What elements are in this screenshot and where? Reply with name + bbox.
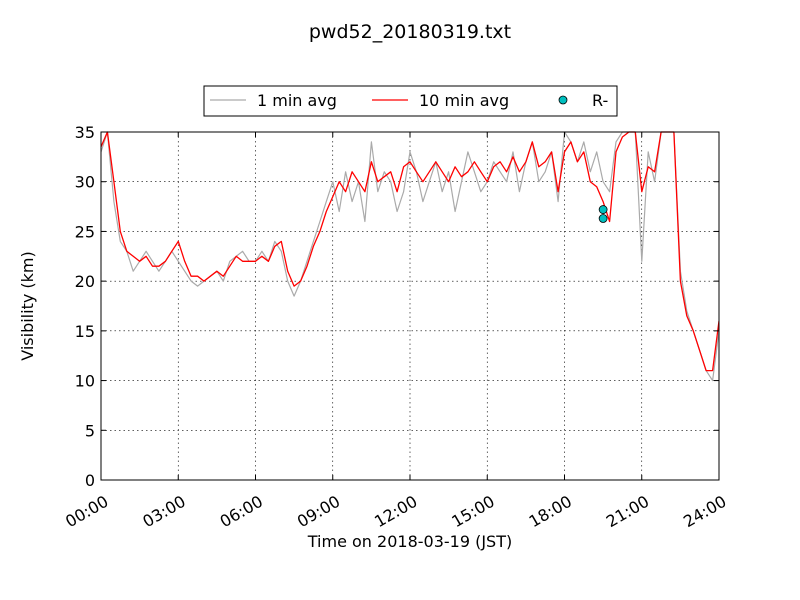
grid-lines xyxy=(100,131,720,481)
y-tick-label: 10 xyxy=(75,372,95,391)
chart-title: pwd52_20180319.txt xyxy=(309,21,511,43)
y-axis-label: Visibility (km) xyxy=(18,251,37,360)
y-tick-label: 15 xyxy=(75,322,95,341)
series-line-10-min-avg xyxy=(101,131,719,372)
legend: 1 min avg 10 min avg R- xyxy=(203,85,618,117)
x-tick-label: 06:00 xyxy=(217,492,266,532)
plot-area xyxy=(101,131,719,382)
x-tick-label: 21:00 xyxy=(603,492,652,532)
y-tick-label: 35 xyxy=(75,123,95,142)
y-tick-label: 30 xyxy=(75,173,95,192)
marker-r xyxy=(598,214,608,223)
x-tick-label: 24:00 xyxy=(680,492,729,532)
y-tick-label: 0 xyxy=(85,471,95,490)
legend-label-10-min-avg: 10 min avg xyxy=(419,91,509,110)
y-tick-label: 25 xyxy=(75,222,95,241)
x-tick-label: 09:00 xyxy=(294,492,343,532)
y-tick-label: 5 xyxy=(85,421,95,440)
series-group xyxy=(101,131,719,382)
legend-swatch-r xyxy=(558,95,568,105)
x-tick-label: 12:00 xyxy=(371,492,420,532)
x-tick-label: 03:00 xyxy=(139,492,188,532)
legend-label-r: R- xyxy=(592,91,608,110)
axes-frame xyxy=(100,131,720,481)
marker-r xyxy=(598,205,608,214)
x-tick-label: 15:00 xyxy=(448,492,497,532)
legend-label-1-min-avg: 1 min avg xyxy=(257,91,337,110)
x-tick-label: 00:00 xyxy=(62,492,111,532)
y-tick-label: 20 xyxy=(75,272,95,291)
axis-ticks: 00:00 03:00 06:00 09:00 12:00 15:00 18:00 21:00… xyxy=(62,123,729,531)
x-axis-label: Time on 2018-03-19 (JST) xyxy=(307,532,512,551)
x-tick-label: 18:00 xyxy=(526,492,575,532)
legend-box xyxy=(203,85,618,117)
